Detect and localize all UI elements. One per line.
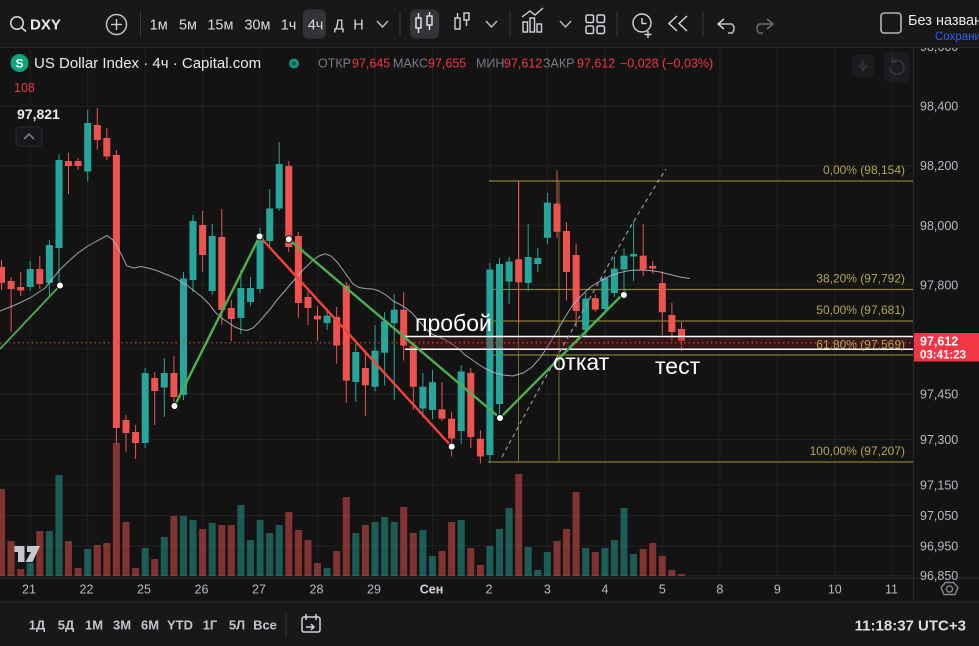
svg-text:98,200: 98,200 bbox=[920, 159, 958, 173]
svg-text:97,612: 97,612 bbox=[577, 57, 615, 71]
svg-text:US Dollar Index · 4ч · Capital: US Dollar Index · 4ч · Capital.com bbox=[34, 55, 261, 72]
svg-text:1ч: 1ч bbox=[281, 18, 297, 34]
svg-text:21: 21 bbox=[22, 583, 36, 597]
svg-text:15м: 15м bbox=[207, 18, 233, 34]
svg-text:28: 28 bbox=[310, 583, 324, 597]
svg-text:98,400: 98,400 bbox=[920, 100, 958, 114]
svg-text:98,000: 98,000 bbox=[920, 219, 958, 233]
svg-text:29: 29 bbox=[367, 583, 381, 597]
svg-text:11: 11 bbox=[885, 583, 898, 597]
svg-text:откат: откат bbox=[553, 349, 610, 375]
svg-text:11:18:37 UTC+3: 11:18:37 UTC+3 bbox=[855, 618, 966, 635]
svg-text:1м: 1м bbox=[150, 18, 168, 34]
svg-text:97,612: 97,612 bbox=[504, 57, 542, 71]
svg-text:1М: 1М bbox=[85, 618, 103, 633]
svg-text:9: 9 bbox=[774, 583, 781, 597]
svg-text:МАКС: МАКС bbox=[393, 57, 428, 71]
svg-text:27: 27 bbox=[252, 583, 266, 597]
svg-text:−0,028 (−0,03%): −0,028 (−0,03%) bbox=[620, 57, 713, 71]
svg-text:50,00% (97,681): 50,00% (97,681) bbox=[816, 303, 905, 317]
svg-text:61,80% (97,569): 61,80% (97,569) bbox=[816, 338, 905, 352]
svg-text:Сохранить: Сохранить bbox=[935, 31, 979, 43]
svg-text:97,612: 97,612 bbox=[920, 335, 958, 349]
svg-text:25: 25 bbox=[137, 583, 151, 597]
svg-text:97,645: 97,645 bbox=[352, 57, 390, 71]
svg-text:97,655: 97,655 bbox=[428, 57, 466, 71]
svg-text:S: S bbox=[15, 57, 23, 71]
svg-text:Сен: Сен bbox=[420, 583, 444, 597]
svg-text:тест: тест bbox=[655, 353, 701, 379]
svg-text:0,00% (98,154): 0,00% (98,154) bbox=[823, 163, 905, 177]
svg-text:пробой: пробой bbox=[415, 310, 492, 336]
svg-text:Н: Н bbox=[353, 18, 363, 34]
svg-text:97,800: 97,800 bbox=[920, 278, 958, 292]
svg-text:5м: 5м bbox=[179, 18, 197, 34]
svg-text:2: 2 bbox=[486, 583, 493, 597]
svg-text:ОТКР: ОТКР bbox=[318, 57, 351, 71]
svg-text:30м: 30м bbox=[244, 18, 270, 34]
svg-text:5: 5 bbox=[659, 583, 666, 597]
svg-text:DXY: DXY bbox=[30, 17, 61, 34]
svg-text:96,950: 96,950 bbox=[920, 540, 958, 554]
svg-text:22: 22 bbox=[80, 583, 94, 597]
svg-text:Д: Д bbox=[334, 18, 344, 34]
svg-text:26: 26 bbox=[195, 583, 209, 597]
svg-text:96,850: 96,850 bbox=[920, 569, 958, 583]
svg-text:10: 10 bbox=[828, 583, 842, 597]
svg-text:38,20% (97,792): 38,20% (97,792) bbox=[816, 272, 905, 286]
svg-text:Без назван: Без назван bbox=[908, 13, 979, 29]
svg-text:97,450: 97,450 bbox=[920, 388, 958, 402]
svg-text:100,00% (97,207): 100,00% (97,207) bbox=[810, 444, 905, 458]
svg-text:5Л: 5Л bbox=[229, 618, 245, 633]
svg-text:97,821: 97,821 bbox=[17, 106, 60, 122]
svg-text:3: 3 bbox=[544, 583, 551, 597]
svg-text:1Г: 1Г bbox=[203, 618, 218, 633]
svg-text:МИН: МИН bbox=[476, 57, 504, 71]
svg-text:6М: 6М bbox=[141, 618, 159, 633]
svg-text:97,300: 97,300 bbox=[920, 433, 958, 447]
svg-text:Все: Все bbox=[253, 618, 277, 633]
svg-text:YTD: YTD bbox=[167, 618, 193, 633]
svg-text:4ч: 4ч bbox=[308, 18, 324, 34]
svg-text:108: 108 bbox=[14, 81, 35, 95]
svg-text:03:41:23: 03:41:23 bbox=[920, 350, 966, 362]
svg-text:5Д: 5Д bbox=[58, 618, 75, 633]
svg-text:97,150: 97,150 bbox=[920, 479, 958, 493]
svg-text:1Д: 1Д bbox=[29, 618, 46, 633]
svg-text:4: 4 bbox=[602, 583, 609, 597]
svg-text:3М: 3М bbox=[113, 618, 131, 633]
svg-text:ЗАКР: ЗАКР bbox=[543, 57, 575, 71]
svg-text:97,050: 97,050 bbox=[920, 509, 958, 523]
svg-text:8: 8 bbox=[716, 583, 723, 597]
